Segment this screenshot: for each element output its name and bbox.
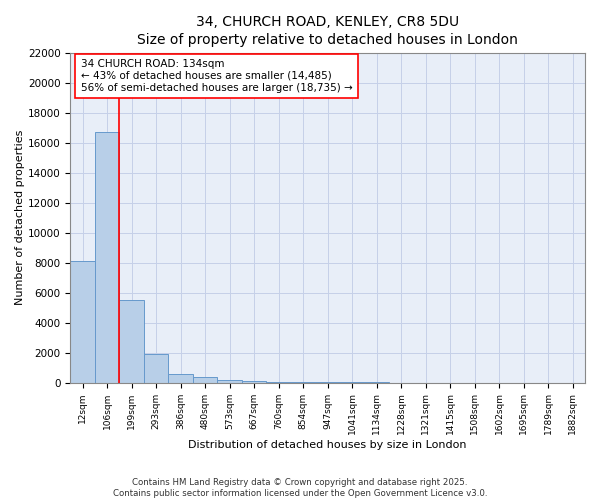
Title: 34, CHURCH ROAD, KENLEY, CR8 5DU
Size of property relative to detached houses in: 34, CHURCH ROAD, KENLEY, CR8 5DU Size of… <box>137 15 518 48</box>
Bar <box>70 261 95 382</box>
X-axis label: Distribution of detached houses by size in London: Distribution of detached houses by size … <box>188 440 467 450</box>
Y-axis label: Number of detached properties: Number of detached properties <box>15 130 25 306</box>
Bar <box>144 354 168 382</box>
Text: 34 CHURCH ROAD: 134sqm
← 43% of detached houses are smaller (14,485)
56% of semi: 34 CHURCH ROAD: 134sqm ← 43% of detached… <box>80 60 352 92</box>
Bar <box>95 132 119 382</box>
Bar <box>242 381 266 382</box>
Text: Contains HM Land Registry data © Crown copyright and database right 2025.
Contai: Contains HM Land Registry data © Crown c… <box>113 478 487 498</box>
Bar <box>119 300 144 382</box>
Bar <box>168 374 193 382</box>
Bar <box>193 378 217 382</box>
Bar <box>217 380 242 382</box>
